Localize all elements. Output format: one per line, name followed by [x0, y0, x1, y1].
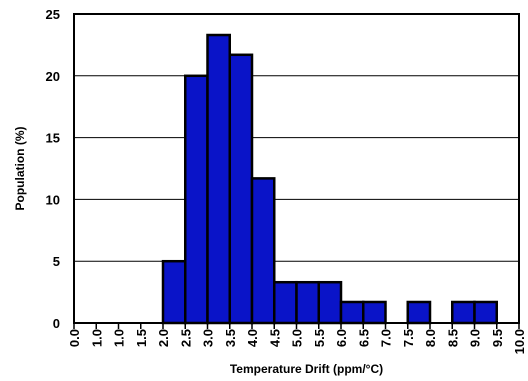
- x-tick-label: 6.5: [356, 329, 371, 347]
- bar-3.5-4.0: [228, 53, 254, 325]
- x-tick-label: 10.0: [512, 329, 527, 354]
- y-tick-label: 5: [53, 254, 60, 269]
- x-tick-label: 9.5: [490, 329, 505, 347]
- x-tick-label: 1.0: [89, 329, 104, 347]
- bar-2.0-2.5: [161, 259, 187, 325]
- x-tick-label: 8.0: [423, 329, 438, 347]
- bar-5.0-5.5: [295, 280, 320, 325]
- y-tick-label: 15: [46, 131, 60, 146]
- x-tick-label: 6.0: [334, 329, 349, 347]
- x-tick-label: 9.0: [468, 329, 483, 347]
- x-tick-label: 0.0: [67, 329, 82, 347]
- x-tick-label: 3.5: [223, 329, 238, 347]
- plot-frame: [73, 13, 520, 324]
- bar-8.5-9.0: [451, 300, 476, 325]
- x-axis-title: Temperature Drift (ppm/°C): [230, 362, 383, 376]
- x-tick-label: 1.0: [112, 329, 127, 347]
- bars: [161, 33, 498, 325]
- x-tick-label: 5.5: [312, 329, 327, 347]
- x-tick-label: 2.5: [178, 329, 193, 347]
- y-tick-label: 10: [46, 192, 60, 207]
- x-tick-label: 5.0: [290, 329, 305, 347]
- bar-6.0-6.5: [339, 300, 365, 325]
- x-tick-label: 7.5: [401, 329, 416, 347]
- gridlines: [74, 75, 519, 262]
- bar-5.5-6.0: [317, 280, 343, 325]
- x-tick-label: 4.5: [267, 329, 282, 347]
- x-tick-label: 4.0: [245, 329, 260, 347]
- y-tick-label: 25: [46, 7, 60, 22]
- bar-2.5-3.0: [184, 74, 209, 325]
- bar-4.5-5.0: [273, 280, 298, 325]
- x-tick-label: 8.5: [445, 329, 460, 347]
- bar-4.0-4.5: [250, 177, 276, 325]
- y-tick-label: 0: [53, 316, 60, 331]
- bar-7.5-8.0: [406, 300, 432, 325]
- x-tick-label: 2.0: [156, 329, 171, 347]
- x-tick-label: 3.0: [201, 329, 216, 347]
- y-tick-label: 20: [46, 69, 60, 84]
- bar-3.0-3.5: [206, 33, 231, 325]
- y-axis-ticks: 0 5 10 15 20 25: [46, 7, 60, 331]
- x-tick-label: 1.5: [134, 329, 149, 347]
- y-axis-title: Population (%): [13, 127, 27, 211]
- x-axis-ticks: 0.0 1.0 1.0 1.5 2.0 2.5 3.0 3.5 4.0 4.5 5.0 5.5 6.0 6…: [67, 323, 527, 354]
- bar-6.5-7.0: [362, 300, 387, 325]
- x-tick-label: 7.0: [379, 329, 394, 347]
- bar-9.0-9.5: [473, 300, 498, 325]
